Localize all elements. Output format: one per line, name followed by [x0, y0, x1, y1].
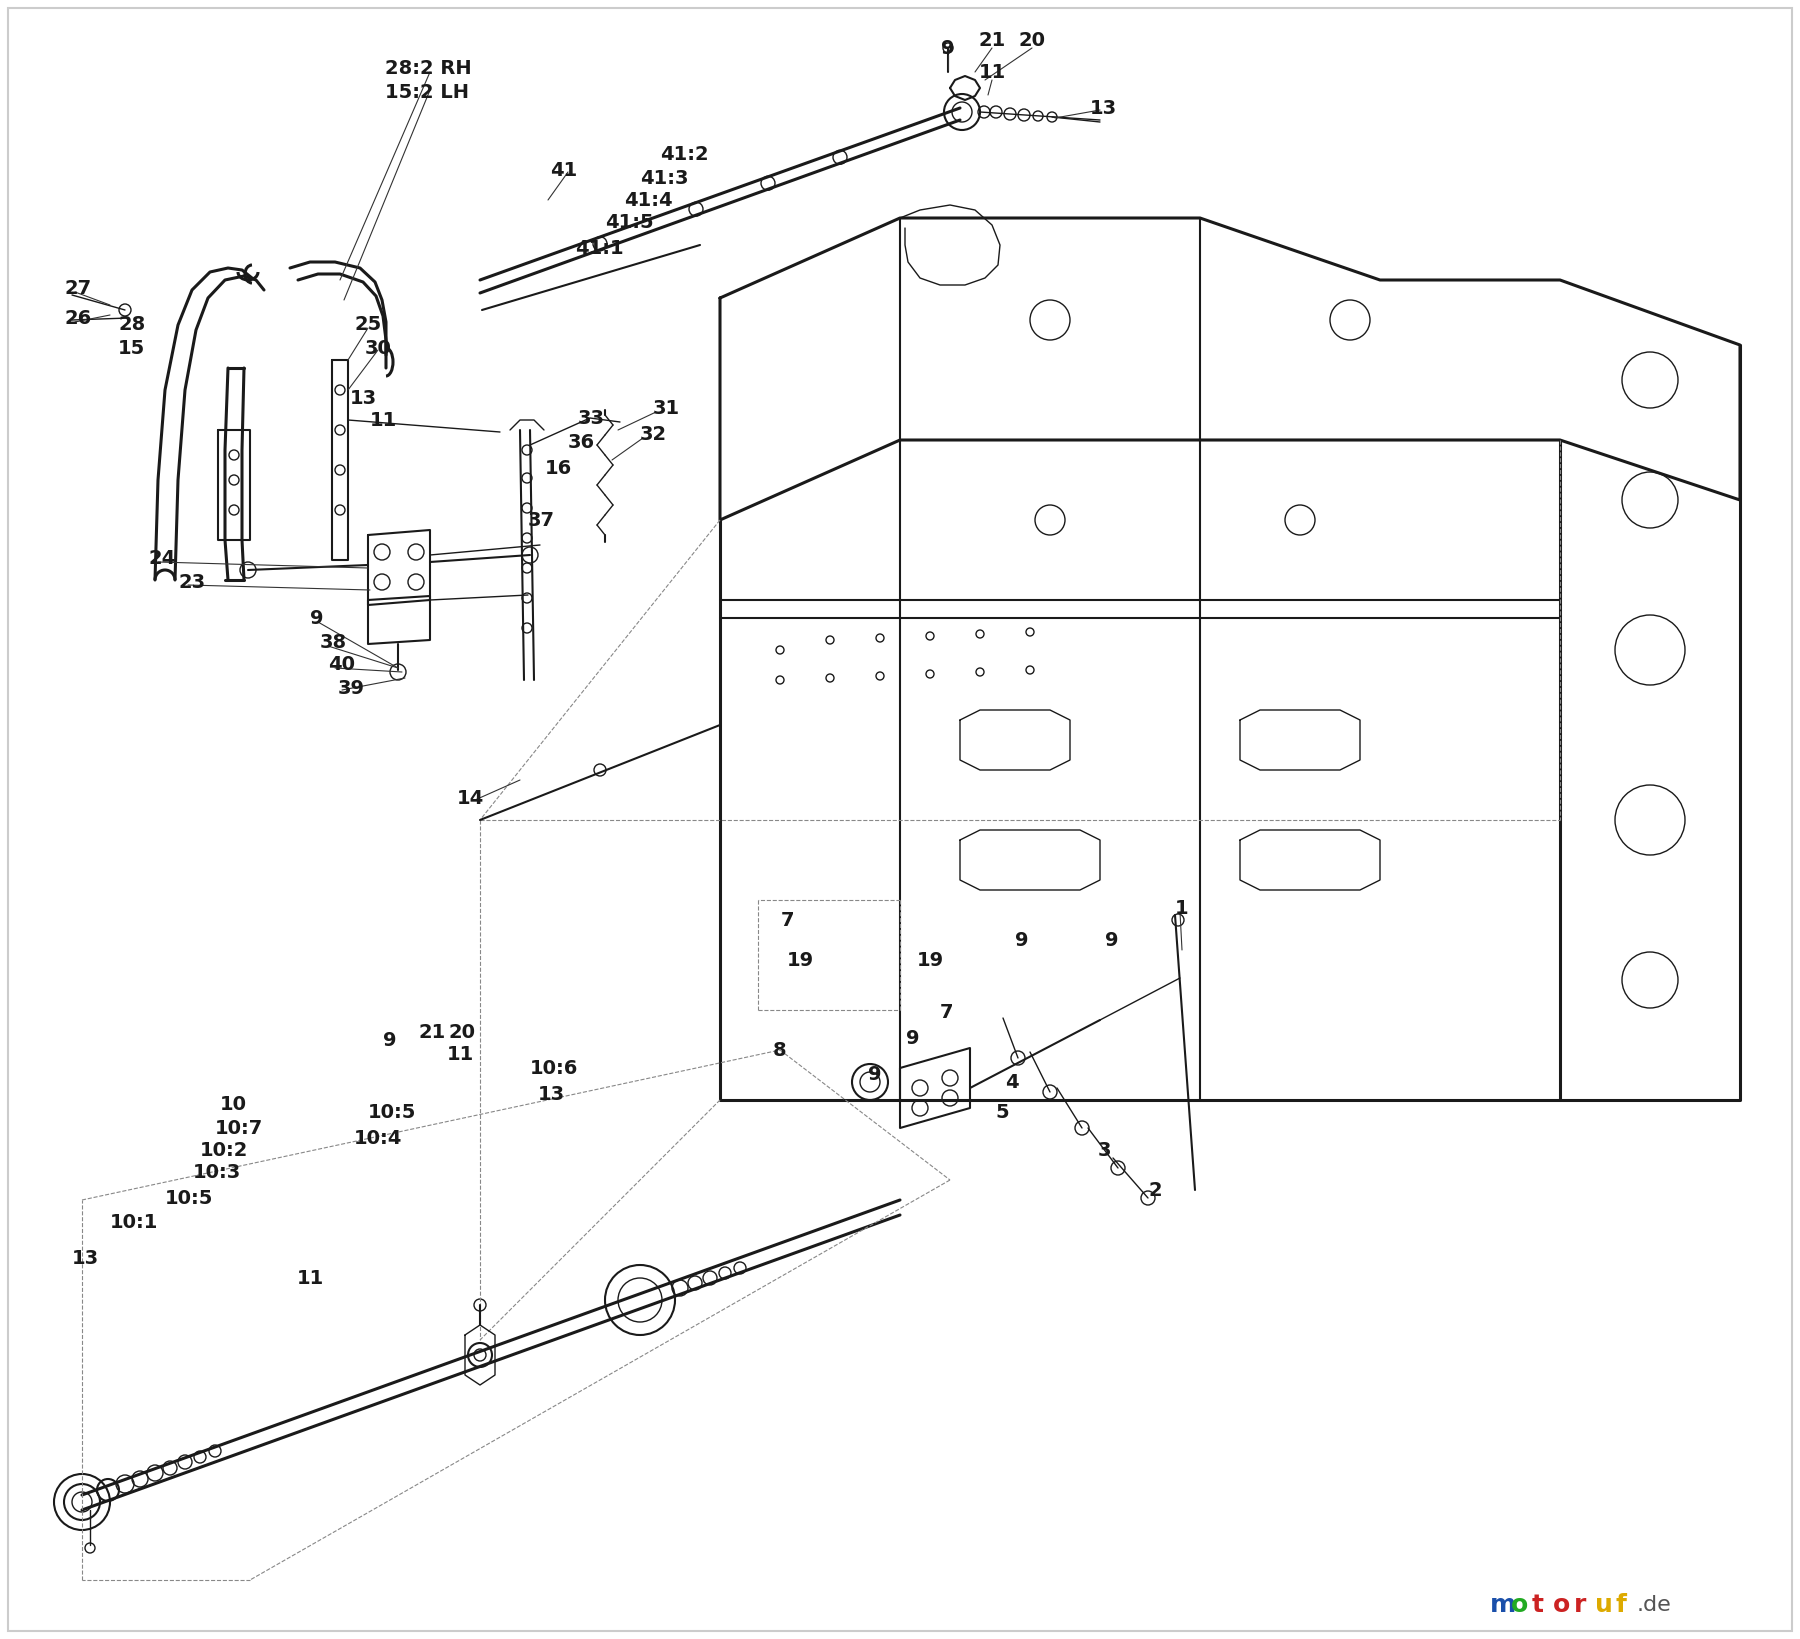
Text: 10:3: 10:3 — [193, 1164, 241, 1182]
Text: o: o — [1510, 1593, 1528, 1618]
Text: 41: 41 — [551, 161, 578, 180]
Text: 9: 9 — [905, 1029, 920, 1047]
Text: 10:4: 10:4 — [353, 1129, 401, 1147]
Text: 21: 21 — [979, 31, 1006, 49]
Text: 41:3: 41:3 — [641, 169, 688, 187]
Text: 31: 31 — [653, 398, 680, 418]
Text: 25: 25 — [355, 315, 382, 334]
Text: 9: 9 — [1105, 931, 1120, 949]
Text: 13: 13 — [538, 1085, 565, 1105]
Text: 9: 9 — [941, 38, 954, 57]
Text: 41:1: 41:1 — [574, 239, 623, 257]
Text: 10:5: 10:5 — [367, 1103, 416, 1121]
Text: 14: 14 — [457, 788, 484, 808]
Text: 8: 8 — [774, 1041, 787, 1059]
Text: 33: 33 — [578, 408, 605, 428]
Text: 9: 9 — [868, 1065, 882, 1085]
Text: r: r — [1573, 1593, 1586, 1618]
Text: 10:7: 10:7 — [214, 1118, 263, 1137]
Text: 19: 19 — [916, 951, 943, 970]
Text: 9: 9 — [383, 1031, 396, 1049]
Text: 16: 16 — [545, 459, 572, 477]
Text: 28: 28 — [119, 315, 146, 334]
Text: 11: 11 — [371, 410, 398, 429]
Text: 20: 20 — [1019, 31, 1046, 49]
Text: 11: 11 — [446, 1046, 473, 1064]
Text: u: u — [1595, 1593, 1613, 1618]
Text: 32: 32 — [641, 426, 668, 444]
Text: 15:2 LH: 15:2 LH — [385, 82, 470, 102]
Text: 40: 40 — [328, 656, 355, 675]
Text: 41:2: 41:2 — [661, 146, 709, 164]
Text: 27: 27 — [65, 279, 92, 298]
Text: 7: 7 — [781, 911, 796, 929]
Text: 3: 3 — [1098, 1141, 1112, 1159]
Text: 10:2: 10:2 — [200, 1141, 248, 1159]
Text: 39: 39 — [338, 679, 365, 698]
Text: 9: 9 — [310, 608, 324, 628]
Text: 41:4: 41:4 — [625, 190, 673, 210]
Text: 13: 13 — [1091, 98, 1118, 118]
Text: 11: 11 — [297, 1269, 324, 1288]
Text: 4: 4 — [1004, 1072, 1019, 1092]
Text: 13: 13 — [72, 1249, 99, 1267]
Text: 1: 1 — [1175, 898, 1188, 918]
Text: 13: 13 — [349, 388, 378, 408]
Text: 38: 38 — [320, 633, 347, 651]
Text: 37: 37 — [527, 510, 554, 529]
Text: 30: 30 — [365, 339, 392, 357]
Text: 2: 2 — [1148, 1180, 1161, 1200]
Text: m: m — [1490, 1593, 1516, 1618]
Text: 21: 21 — [418, 1023, 446, 1041]
Text: 10: 10 — [220, 1095, 247, 1115]
Text: 23: 23 — [178, 572, 205, 592]
Text: 24: 24 — [148, 549, 175, 567]
Text: 5: 5 — [995, 1103, 1008, 1121]
Text: 11: 11 — [979, 62, 1006, 82]
Text: 10:6: 10:6 — [529, 1059, 578, 1077]
Text: 7: 7 — [940, 1003, 954, 1021]
Text: 15: 15 — [119, 339, 146, 357]
Text: 20: 20 — [448, 1023, 475, 1041]
Text: t: t — [1532, 1593, 1544, 1618]
Text: 10:5: 10:5 — [166, 1188, 214, 1208]
Text: 10:1: 10:1 — [110, 1213, 158, 1231]
Text: 19: 19 — [787, 951, 814, 970]
Text: o: o — [1553, 1593, 1570, 1618]
Text: 28:2 RH: 28:2 RH — [385, 59, 472, 77]
Text: 36: 36 — [569, 433, 596, 452]
Text: 9: 9 — [1015, 931, 1030, 949]
Text: 26: 26 — [65, 308, 92, 328]
Text: .de: .de — [1636, 1595, 1672, 1614]
Text: f: f — [1616, 1593, 1627, 1618]
Text: 41:5: 41:5 — [605, 213, 653, 231]
